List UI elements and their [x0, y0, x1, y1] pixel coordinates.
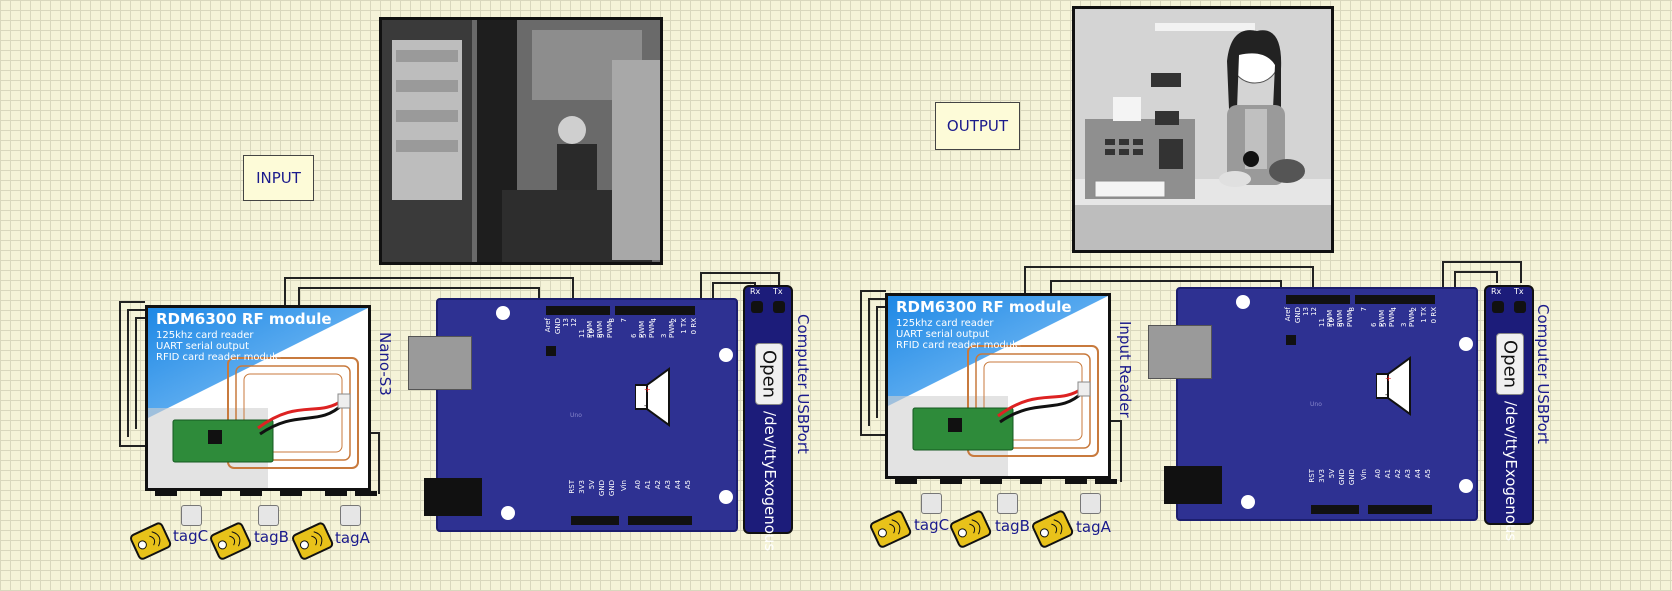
tag-b-label: tagB	[995, 517, 1030, 535]
tag-c-button[interactable]	[921, 493, 942, 514]
uno-top-pins: Aref GND 13 12 11 PWM 10 PWM 9 PWM 8 7 6…	[544, 318, 698, 338]
svg-text:-: -	[644, 401, 647, 410]
tag-a-label: tagA	[335, 529, 370, 547]
rfid-line-1: 125khz card reader	[156, 330, 254, 341]
forklift-photo	[379, 17, 663, 265]
input-label: INPUT	[243, 155, 314, 201]
usb-b-connector	[408, 336, 472, 390]
cashier-image	[1075, 9, 1331, 250]
power-jack	[1164, 466, 1222, 504]
usb-b-connector	[1148, 325, 1212, 379]
uno-top-pins: Aref GND 13 12 11 PWM 10 PWM 9 PWM 8 7 6…	[1284, 307, 1438, 327]
rfid-module: RDM6300 RF module 125khz card reader UAR…	[885, 293, 1111, 479]
rfid-tag-icon	[949, 510, 992, 548]
uno-logo: Uno	[570, 412, 582, 419]
usb-device-path: /dev/ttyExogenous	[1502, 401, 1520, 542]
svg-text:+: +	[1385, 374, 1392, 383]
usb-tx-label: Tx	[773, 287, 783, 296]
speaker-icon: + -	[635, 367, 670, 427]
arduino-uno-board: Aref GND 13 12 11 PWM 10 PWM 9 PWM 8 7 6…	[436, 298, 738, 532]
tag-a-button[interactable]	[1080, 493, 1101, 514]
rfid-artwork	[148, 308, 368, 488]
usb-device-path: /dev/ttyExogenous	[761, 411, 779, 552]
forklift-image	[382, 20, 660, 262]
computer-usb-port: Rx Tx Open /dev/ttyExogenous	[743, 285, 793, 551]
tag-b-button[interactable]	[258, 505, 279, 526]
usb-rx-label: Rx	[1491, 287, 1502, 296]
tag-c-button[interactable]	[181, 505, 202, 526]
usb-rx-label: Rx	[750, 287, 761, 296]
rfid-tag-icon	[869, 510, 912, 548]
rfid-tag-icon	[209, 522, 252, 560]
board-name-label: Nano-S3	[376, 332, 394, 396]
tag-a-label: tagA	[1076, 518, 1111, 536]
usb-port-title: Computer USBPort	[794, 314, 812, 454]
output-label: OUTPUT	[935, 102, 1020, 150]
rfid-artwork	[888, 296, 1108, 476]
usb-port-title: Computer USBPort	[1534, 304, 1552, 444]
reset-button[interactable]	[546, 346, 556, 356]
rfid-line-3: RFID card reader module	[156, 352, 282, 363]
rfid-title: RDM6300 RF module	[156, 310, 332, 328]
output-label-text: OUTPUT	[946, 117, 1009, 135]
rfid-tag-icon	[129, 522, 172, 560]
rfid-line-2: UART serial output	[156, 341, 249, 352]
power-jack	[424, 478, 482, 516]
rfid-module: RDM6300 RF module 125khz card reader UAR…	[145, 305, 371, 491]
tag-c-label: tagC	[173, 527, 209, 545]
tag-b-label: tagB	[254, 528, 289, 546]
cashier-photo	[1072, 6, 1334, 253]
uno-bottom-pins: RST 3V3 5V GND GND Vin A0 A1 A2 A3 A4 A5	[1308, 469, 1432, 486]
arduino-uno-board: Aref GND 13 12 11 PWM 10 PWM 9 PWM 8 7 6…	[1176, 287, 1478, 521]
input-reader-label: Input Reader	[1116, 321, 1134, 418]
rfid-line-3: RFID card reader module	[896, 340, 1022, 351]
uno-bottom-pins: RST 3V3 5V GND GND Vin A0 A1 A2 A3 A4 A5	[568, 480, 692, 497]
svg-text:-: -	[1385, 390, 1388, 399]
tag-b-button[interactable]	[997, 493, 1018, 514]
open-button[interactable]: Open	[755, 343, 783, 405]
open-button[interactable]: Open	[1496, 333, 1524, 395]
rfid-tag-icon	[1031, 510, 1074, 548]
uno-logo: Uno	[1310, 401, 1322, 408]
reset-button[interactable]	[1286, 335, 1296, 345]
computer-usb-port: Rx Tx Open /dev/ttyExogenous	[1484, 285, 1534, 541]
svg-text:+: +	[644, 385, 651, 394]
speaker-icon: + -	[1376, 356, 1411, 416]
tag-a-button[interactable]	[340, 505, 361, 526]
tag-c-label: tagC	[914, 516, 950, 534]
input-label-text: INPUT	[256, 169, 301, 187]
usb-tx-label: Tx	[1514, 287, 1524, 296]
rfid-title: RDM6300 RF module	[896, 298, 1072, 316]
rfid-line-1: 125khz card reader	[896, 318, 994, 329]
rfid-line-2: UART serial output	[896, 329, 989, 340]
rfid-tag-icon	[291, 522, 334, 560]
